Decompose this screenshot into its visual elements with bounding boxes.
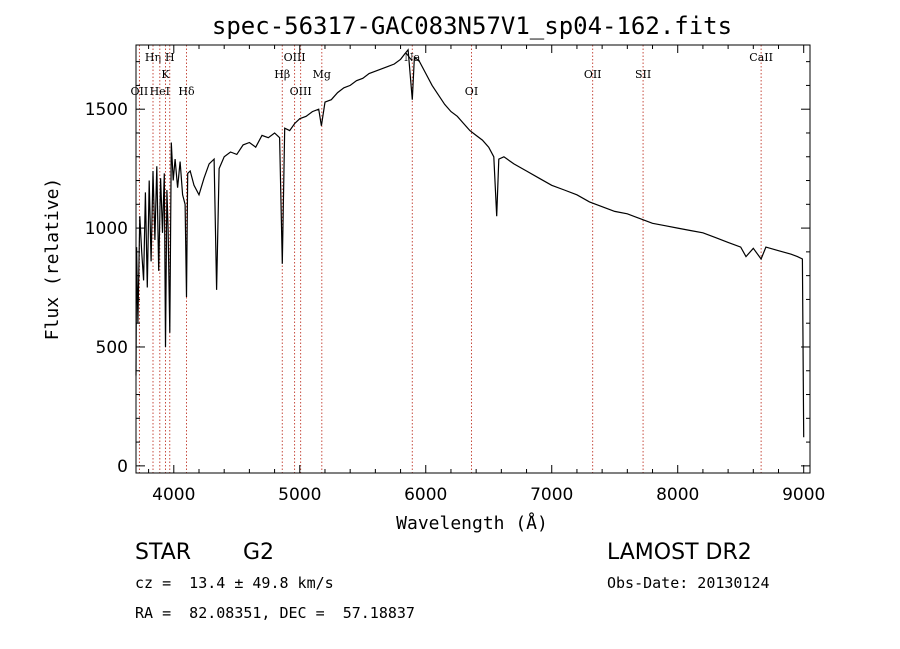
y-tick-label: 500 (96, 338, 128, 358)
marker-label: OIII (284, 51, 306, 64)
survey-name: LAMOST DR2 (607, 540, 752, 565)
x-tick-label: 9000 (782, 485, 825, 505)
y-axis-label: Flux (relative) (42, 178, 63, 341)
object-subclass: G2 (243, 540, 275, 565)
spectrum-line (135, 48, 805, 438)
marker-label: HeI (150, 85, 170, 98)
redshift-value: cz = 13.4 ± 49.8 km/s (135, 574, 334, 592)
x-axis-ticks: 4000 5000 6000 7000 8000 9000 (148, 45, 825, 505)
chart-title: spec-56317-GAC083N57V1_sp04-162.fits (212, 12, 732, 40)
x-tick-label: 6000 (404, 485, 447, 505)
marker-label: Na (404, 51, 421, 64)
x-tick-label: 5000 (278, 485, 321, 505)
x-axis-label: Wavelength (Å) (396, 512, 548, 534)
marker-label: OII (584, 68, 602, 81)
y-tick-label: 1500 (85, 100, 128, 120)
marker-label: Hβ (274, 68, 290, 81)
marker-label: OIII (290, 85, 312, 98)
marker-label: K (161, 68, 170, 81)
object-class: STAR (135, 540, 192, 565)
x-tick-label: 4000 (152, 485, 195, 505)
marker-label: CaII (749, 51, 773, 64)
marker-label: SII (635, 68, 651, 81)
y-tick-label: 0 (117, 457, 128, 477)
x-tick-label: 7000 (530, 485, 573, 505)
marker-label: Hδ (178, 85, 195, 98)
marker-label: Hη (145, 51, 161, 64)
marker-label: OII (131, 85, 149, 98)
x-tick-label: 8000 (656, 485, 699, 505)
coordinates: RA = 82.08351, DEC = 57.18837 (135, 604, 415, 622)
y-axis-ticks: 0 500 1000 1500 (85, 61, 810, 477)
marker-label: Mg (313, 68, 331, 81)
marker-label: H (165, 51, 175, 64)
marker-label: OI (465, 85, 478, 98)
observation-date: Obs-Date: 20130124 (607, 574, 770, 592)
plot-frame (135, 44, 811, 474)
y-tick-label: 1000 (85, 219, 128, 239)
